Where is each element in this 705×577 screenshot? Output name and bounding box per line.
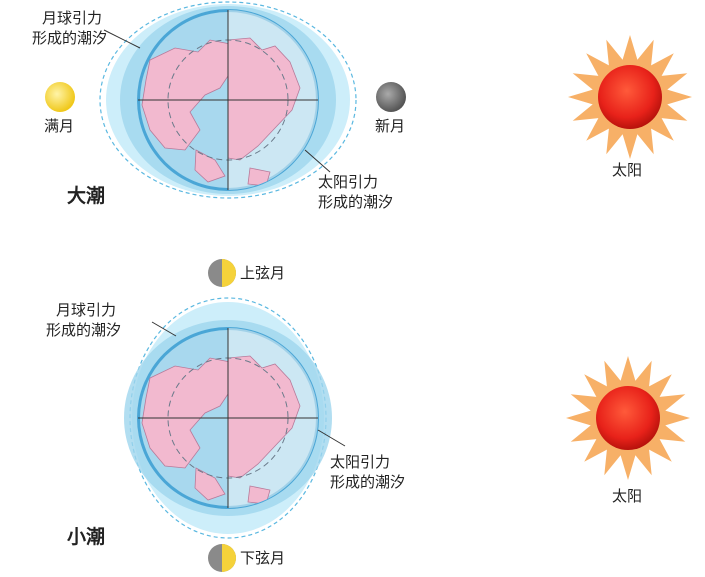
neap-sun-tide-label: 太阳引力 形成的潮汐 [330, 452, 405, 492]
first-quarter-moon-label: 上弦月 [240, 264, 286, 282]
neap-moon-tide-label-line2: 形成的潮汐 [46, 321, 122, 339]
last-quarter-moon-icon [208, 544, 236, 572]
neap-sun-tide-label-line2: 形成的潮汐 [330, 473, 406, 491]
full-moon-icon [45, 82, 75, 112]
spring-moon-tide-leader [103, 29, 141, 49]
sun-label-bottom: 太阳 [612, 487, 643, 505]
sun-label-top: 太阳 [612, 161, 643, 179]
full-moon-label: 满月 [44, 117, 75, 135]
neap-sun-tide-leader [317, 429, 346, 447]
last-quarter-moon-label: 下弦月 [240, 549, 286, 567]
neap-tide-title: 小潮 [67, 526, 106, 548]
neap-sun-tide-label-line1: 太阳引力 [330, 453, 391, 471]
spring-tide-earth-system [99, 1, 357, 199]
spring-moon-tide-label: 月球引力 形成的潮汐 [32, 8, 107, 48]
spring-moon-tide-label-line2: 形成的潮汐 [32, 29, 108, 47]
spring-tide-earth [137, 9, 319, 191]
first-quarter-moon-icon [208, 259, 236, 287]
neap-moon-tide-label: 月球引力 形成的潮汐 [46, 300, 121, 340]
spring-sun-tide-label-line2: 形成的潮汐 [318, 193, 394, 211]
sun-icon-bottom [566, 356, 690, 480]
neap-tide-earth-system [124, 297, 346, 539]
spring-sun-tide-label-line1: 太阳引力 [318, 173, 379, 191]
new-moon-label: 新月 [375, 117, 406, 135]
spring-moon-tide-label-line1: 月球引力 [42, 9, 103, 27]
new-moon-icon [376, 82, 406, 112]
neap-tide-earth [137, 327, 319, 509]
neap-moon-tide-label-line1: 月球引力 [56, 301, 117, 319]
sun-icon-top [568, 35, 692, 159]
spring-tide-title: 大潮 [67, 185, 106, 207]
spring-sun-tide-label: 太阳引力 形成的潮汐 [318, 172, 393, 212]
spring-tide-dashed-envelope [99, 1, 357, 199]
neap-moon-tide-leader [151, 321, 177, 337]
spring-sun-tide-leader [304, 149, 331, 173]
